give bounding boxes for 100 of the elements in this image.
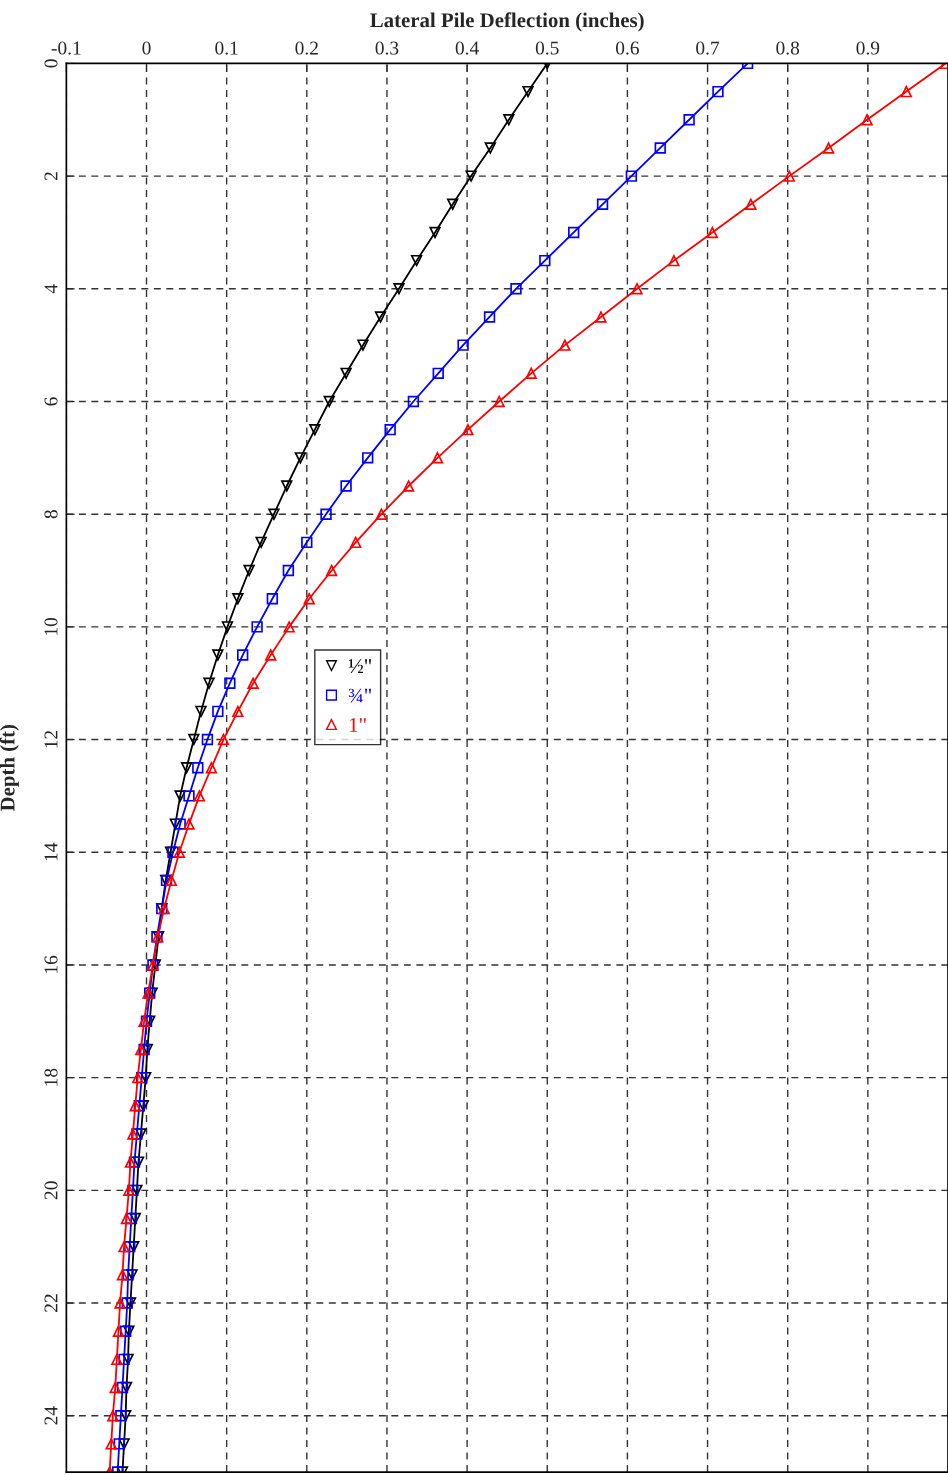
- point: [188, 733, 200, 746]
- x-axis-title: Lateral Pile Deflection (inches): [370, 12, 644, 32]
- point: [402, 480, 415, 492]
- point: [325, 564, 338, 577]
- x-tick-label: 0.6: [615, 41, 639, 55]
- point: [115, 1410, 127, 1422]
- point: [357, 339, 369, 351]
- point: [631, 283, 643, 295]
- point: [236, 649, 249, 661]
- x-tick-label: 0.9: [856, 41, 880, 55]
- point: [596, 198, 609, 210]
- point: [483, 311, 496, 323]
- point: [745, 198, 757, 210]
- point: [484, 142, 497, 154]
- y-tick-label: 2: [44, 172, 58, 181]
- y-tick-label: 12: [44, 730, 58, 748]
- point: [123, 1240, 136, 1253]
- point: [116, 1381, 129, 1394]
- point: [174, 790, 186, 802]
- y-tick-label: 0: [44, 59, 58, 68]
- point: [203, 677, 215, 689]
- point: [375, 508, 388, 520]
- x-tick-label: 0: [142, 41, 151, 55]
- point: [255, 536, 267, 549]
- point: [124, 1156, 137, 1168]
- point: [683, 114, 695, 126]
- point: [712, 85, 724, 98]
- point: [510, 283, 522, 295]
- point: [118, 1240, 130, 1253]
- point: [212, 649, 224, 661]
- point: [340, 367, 352, 380]
- y-tick-label: 4: [44, 284, 58, 294]
- point: [340, 480, 352, 492]
- x-tick-label: 0.1: [215, 41, 238, 55]
- point: [247, 677, 259, 689]
- x-tick-label: 0.2: [295, 41, 318, 55]
- point: [783, 170, 796, 182]
- point: [105, 1438, 117, 1450]
- point: [122, 1269, 134, 1281]
- point: [374, 311, 387, 323]
- point: [861, 114, 873, 126]
- point: [131, 1128, 143, 1140]
- y-tick-label: 22: [44, 1294, 58, 1312]
- point: [113, 1438, 125, 1450]
- point: [282, 564, 295, 577]
- x-tick-label: -0.1: [51, 41, 81, 55]
- point: [165, 874, 178, 887]
- point: [169, 818, 182, 830]
- point: [429, 226, 441, 239]
- point: [668, 254, 680, 267]
- point: [410, 254, 423, 267]
- point: [303, 593, 315, 605]
- point: [119, 1410, 132, 1422]
- point: [283, 621, 295, 633]
- point: [121, 1297, 133, 1309]
- y-tick-label: 6: [44, 397, 58, 406]
- point: [221, 621, 234, 633]
- legend-label: 1": [349, 718, 366, 732]
- point: [129, 1100, 141, 1112]
- point: [137, 1100, 149, 1112]
- point: [900, 85, 913, 98]
- point: [107, 1410, 119, 1422]
- x-tick-label: 0.8: [776, 41, 800, 55]
- point: [136, 1071, 148, 1084]
- point: [192, 762, 204, 774]
- point: [465, 170, 477, 182]
- legend-label: ½": [348, 659, 371, 673]
- point: [431, 452, 444, 464]
- point: [323, 395, 335, 408]
- y-tick-label: 18: [44, 1068, 58, 1086]
- point: [119, 1325, 132, 1337]
- point: [309, 423, 321, 436]
- point: [109, 1381, 121, 1394]
- y-tick-label: 16: [44, 955, 58, 973]
- x-tick-label: 0.3: [375, 41, 399, 55]
- point: [112, 1325, 125, 1337]
- point: [525, 367, 537, 380]
- point: [568, 226, 580, 239]
- point: [173, 846, 186, 858]
- point: [232, 593, 244, 605]
- point: [118, 1353, 130, 1366]
- point: [116, 1269, 129, 1281]
- point: [350, 536, 362, 549]
- point: [522, 85, 534, 98]
- point: [232, 705, 244, 718]
- y-axis-title: Depth (ft): [0, 724, 19, 812]
- point: [111, 1353, 123, 1366]
- point: [503, 114, 515, 126]
- x-tick-label: 0.4: [455, 41, 479, 55]
- x-tick-label: 0.7: [696, 41, 720, 55]
- point: [212, 705, 224, 718]
- point: [183, 790, 195, 802]
- point: [268, 508, 280, 520]
- point: [118, 1438, 130, 1450]
- point: [127, 1184, 139, 1197]
- point: [224, 677, 236, 689]
- point: [127, 1128, 139, 1140]
- y-tick-label: 14: [44, 842, 58, 861]
- point: [180, 762, 193, 774]
- point: [281, 480, 293, 492]
